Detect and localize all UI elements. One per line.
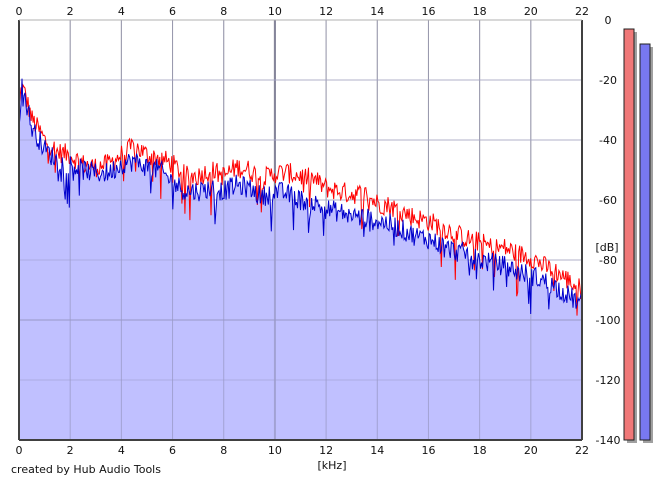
x-tick-label-top: 6 — [169, 5, 176, 18]
credit-text: created by Hub Audio Tools — [11, 463, 161, 476]
gridline-overlay — [18, 19, 583, 441]
y-axis-label: [dB] — [595, 241, 618, 254]
y-tick-label: -140 — [596, 434, 621, 447]
y-tick-label: -100 — [596, 314, 621, 327]
x-axis-label: [kHz] — [318, 459, 347, 472]
y-tick-label: -20 — [599, 74, 617, 87]
series-line-1 — [18, 78, 583, 315]
x-tick-label-top: 14 — [370, 5, 384, 18]
x-tick-label-bottom: 14 — [370, 444, 384, 457]
x-tick-label-top: 12 — [319, 5, 333, 18]
x-tick-label-top: 4 — [118, 5, 125, 18]
spectrum-fill-area — [19, 78, 582, 440]
x-tick-label-top: 18 — [473, 5, 487, 18]
x-tick-label-bottom: 22 — [575, 444, 589, 457]
x-tick-label-top: 10 — [268, 5, 282, 18]
x-tick-label-bottom: 10 — [268, 444, 282, 457]
x-tick-label-top: 22 — [575, 5, 589, 18]
x-tick-label-bottom: 12 — [319, 444, 333, 457]
x-tick-label-bottom: 20 — [524, 444, 538, 457]
plot-frame — [18, 19, 583, 441]
x-tick-label-bottom: 8 — [220, 444, 227, 457]
x-tick-label-bottom: 6 — [169, 444, 176, 457]
x-tick-label-top: 20 — [524, 5, 538, 18]
level-meter-bar-0 — [623, 28, 635, 441]
x-tick-label-top: 8 — [220, 5, 227, 18]
series-lines — [18, 19, 583, 441]
level-meter-bar-1 — [639, 43, 651, 441]
x-tick-label-bottom: 16 — [421, 444, 435, 457]
x-tick-label-top: 16 — [421, 5, 435, 18]
x-tick-label-bottom: 0 — [16, 444, 23, 457]
tick-labels: 002244668810101212141416161818202022220-… — [16, 5, 621, 457]
y-tick-label: -40 — [599, 134, 617, 147]
x-tick-label-top: 2 — [67, 5, 74, 18]
y-tick-label: -120 — [596, 374, 621, 387]
x-tick-label-bottom: 2 — [67, 444, 74, 457]
x-tick-label-top: 0 — [16, 5, 23, 18]
y-tick-label: -80 — [599, 254, 617, 267]
level-meters — [623, 28, 653, 443]
y-tick-label: 0 — [605, 14, 612, 27]
x-tick-label-bottom: 18 — [473, 444, 487, 457]
series-line-0 — [18, 83, 583, 316]
y-tick-label: -60 — [599, 194, 617, 207]
x-tick-label-bottom: 4 — [118, 444, 125, 457]
